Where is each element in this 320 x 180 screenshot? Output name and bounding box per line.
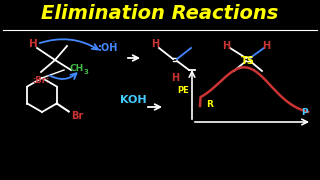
Text: :Br:: :Br: xyxy=(32,75,50,84)
Text: H: H xyxy=(28,39,37,49)
Text: H: H xyxy=(151,39,159,49)
Text: TS: TS xyxy=(241,56,255,66)
Text: R: R xyxy=(207,100,213,109)
Text: H: H xyxy=(171,73,179,83)
Text: PE: PE xyxy=(177,86,189,94)
Text: CH: CH xyxy=(70,64,84,73)
Text: ··: ·· xyxy=(111,39,115,45)
Text: H: H xyxy=(222,41,230,51)
Text: P: P xyxy=(301,107,307,116)
Text: H: H xyxy=(262,41,270,51)
Text: :OH: :OH xyxy=(98,43,118,53)
Text: Br: Br xyxy=(71,111,83,120)
Text: 3: 3 xyxy=(84,69,89,75)
Text: Elimination Reactions: Elimination Reactions xyxy=(41,3,279,22)
Text: KOH: KOH xyxy=(120,95,146,105)
